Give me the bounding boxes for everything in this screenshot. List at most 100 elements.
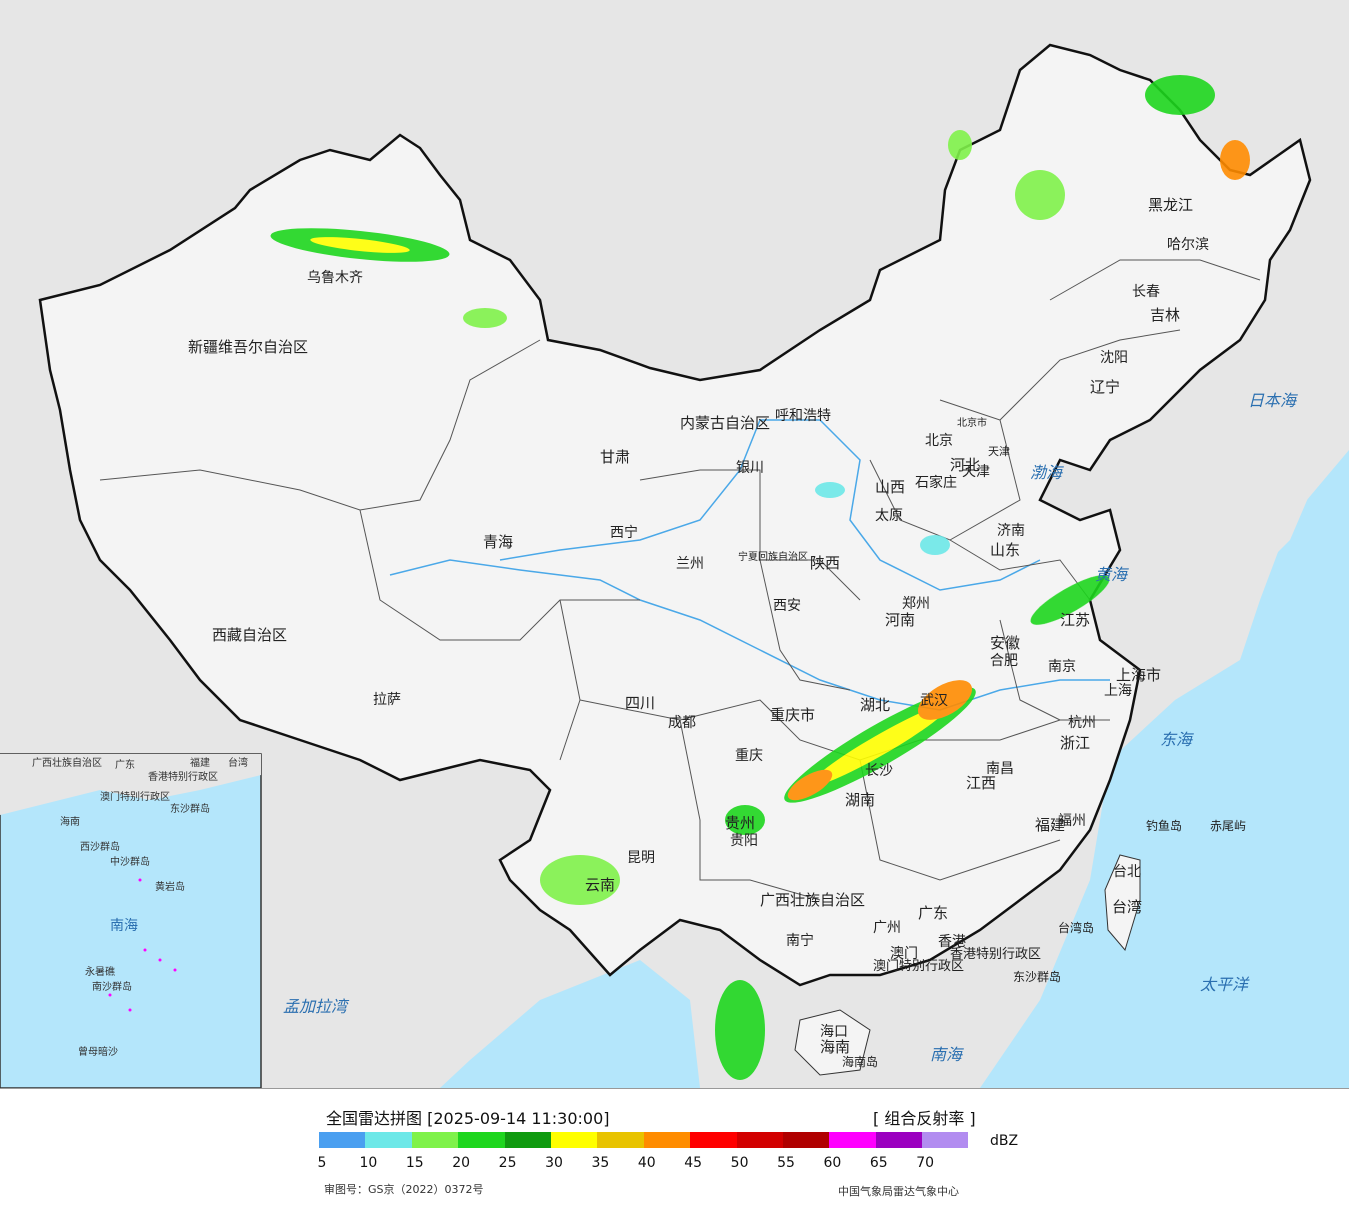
city-label: 西宁 [610, 524, 638, 541]
hainan-island [794, 1009, 871, 1076]
province-label: 云南 [585, 876, 615, 894]
legend-tick: 30 [545, 1155, 563, 1171]
city-label: 重庆 [735, 748, 763, 764]
island-label: 东沙群岛 [1013, 969, 1061, 984]
legend-swatch [736, 1132, 783, 1148]
province-label: 四川 [625, 694, 655, 712]
sea-label: 东海 [1160, 730, 1194, 749]
legend-swatch [319, 1132, 366, 1148]
city-label: 广州 [873, 920, 901, 936]
province-label: 广东 [918, 904, 948, 922]
legend-swatch [365, 1132, 412, 1148]
inset-label: 南海 [110, 918, 138, 934]
island-label: 台湾岛 [1058, 920, 1094, 935]
province-label: 西藏自治区 [212, 626, 287, 644]
province-label: 湖北 [860, 696, 890, 714]
legend-colorbar [319, 1132, 969, 1148]
legend-tick: 10 [359, 1155, 378, 1171]
legend-product: [ 组合反射率 ] [873, 1109, 976, 1128]
province-label: 辽宁 [1090, 378, 1120, 396]
inset-label: 黄岩岛 [155, 880, 185, 893]
city-label: 合肥 [990, 653, 1018, 669]
legend-tick: 35 [591, 1155, 610, 1171]
sea-label: 太平洋 [1200, 975, 1250, 994]
city-label: 香港 [938, 934, 966, 950]
legend-swatch [411, 1132, 459, 1148]
province-label: 新疆维吾尔自治区 [188, 338, 308, 356]
province-label: 河北 [950, 456, 980, 474]
province-label: 浙江 [1060, 734, 1090, 752]
legend-tick: 55 [777, 1155, 795, 1171]
legend-swatch [782, 1132, 830, 1148]
city-label: 台北 [1113, 864, 1141, 880]
city-label: 太原 [875, 508, 903, 524]
legend-swatch [504, 1132, 551, 1148]
legend-tick: 70 [916, 1155, 935, 1171]
city-label: 成都 [668, 715, 696, 731]
legend-swatch [550, 1132, 598, 1148]
city-label: 贵阳 [730, 833, 758, 849]
city-label: 长沙 [865, 763, 893, 779]
inset-label: 曾母暗沙 [78, 1045, 118, 1058]
province-label: 香港特别行政区 [950, 947, 1041, 962]
legend-tick: 50 [730, 1155, 749, 1171]
inset-label: 福建 [190, 756, 210, 769]
province-label: 河南 [885, 611, 915, 629]
sea-label: 孟加拉湾 [283, 997, 350, 1016]
legend-swatch [458, 1132, 505, 1148]
city-label: 澳门 [890, 946, 918, 962]
city-label: 济南 [997, 523, 1025, 539]
inset-label: 广西壮族自治区 [32, 756, 102, 769]
province-label: 黑龙江 [1148, 196, 1193, 214]
credit-text: 中国气象局雷达气象中心 [838, 1185, 959, 1198]
city-label: 长春 [1132, 284, 1160, 300]
inset-label: 东沙群岛 [170, 802, 210, 815]
legend-tick: 25 [498, 1155, 517, 1171]
inset-label: 广东 [115, 758, 135, 771]
legend-swatch [597, 1132, 644, 1148]
province-label: 江西 [966, 774, 996, 792]
province-label: 重庆市 [770, 706, 815, 724]
province-label: 湖南 [845, 791, 875, 809]
province-label: 上海市 [1116, 666, 1161, 684]
inset-label: 海南 [60, 815, 80, 828]
province-label: 台湾 [1112, 898, 1142, 916]
city-label: 哈尔滨 [1167, 237, 1209, 253]
inset-label: 中沙群岛 [110, 855, 150, 868]
city-label: 乌鲁木齐 [307, 270, 363, 286]
province-label: 甘肃 [600, 448, 630, 466]
province-label: 安徽 [990, 634, 1020, 652]
legend-tick: 15 [405, 1155, 424, 1171]
inset-label: 台湾 [228, 756, 248, 769]
city-label: 西安 [773, 598, 801, 614]
island-label: 海南岛 [842, 1054, 878, 1069]
city-label: 兰州 [676, 556, 704, 572]
sea-label: 日本海 [1248, 391, 1298, 410]
city-label: 南宁 [786, 932, 814, 949]
sea-label: 黄海 [1095, 565, 1129, 584]
city-label: 北京 [925, 433, 953, 449]
province-label: 山西 [875, 478, 905, 496]
inset-label: 香港特别行政区 [148, 770, 218, 783]
legend-tick: 60 [823, 1155, 842, 1171]
city-label: 南昌 [986, 761, 1014, 777]
province-label: 宁夏回族自治区 [738, 550, 808, 563]
sea-label: 南海 [930, 1045, 964, 1064]
province-label: 澳门特别行政区 [873, 958, 964, 974]
city-label: 南京 [1048, 659, 1076, 675]
province-label: 吉林 [1150, 306, 1180, 324]
inset-label: 西沙群岛 [80, 840, 120, 853]
province-label: 海南 [820, 1038, 850, 1056]
inset-label: 澳门特别行政区 [100, 790, 170, 803]
legend-swatch [875, 1132, 923, 1148]
province-label: 青海 [483, 533, 513, 551]
city-label: 天津 [962, 464, 990, 480]
city-label: 石家庄 [915, 474, 957, 491]
inset-label: 南沙群岛 [92, 980, 132, 993]
china-outline [38, 43, 1312, 987]
legend-panel: 全国雷达拼图 [2025-09-14 11:30:00] [ 组合反射率 ] d… [0, 1088, 1349, 1209]
province-label: 内蒙古自治区 [680, 414, 770, 432]
legend-title: 全国雷达拼图 [2025-09-14 11:30:00] [326, 1109, 610, 1128]
province-label: 山东 [990, 541, 1020, 559]
legend-tick: 20 [452, 1155, 471, 1171]
